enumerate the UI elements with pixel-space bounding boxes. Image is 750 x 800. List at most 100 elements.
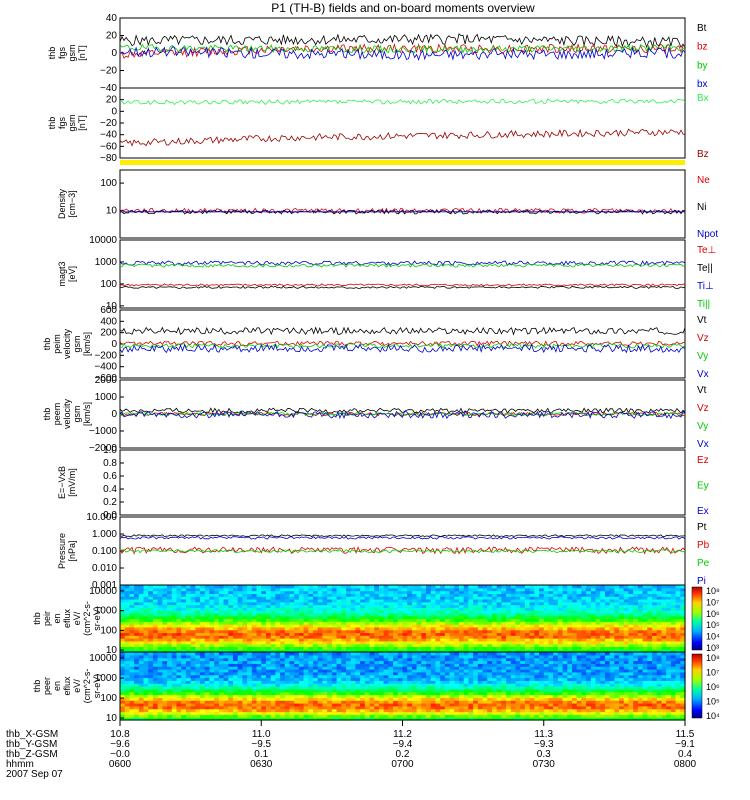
spectrogram-cell: [237, 683, 244, 687]
spectrogram-cell: [181, 657, 187, 662]
spectrogram-cell: [426, 674, 432, 679]
spectrogram-cell: [341, 657, 347, 662]
spectrogram-cell: [430, 601, 437, 606]
spectrogram-cell: [350, 711, 357, 715]
spectrogram-cell: [656, 621, 663, 625]
spectrogram-cell: [647, 593, 653, 597]
spectrogram-cell: [557, 624, 564, 628]
spectrogram-cell: [397, 607, 404, 611]
spectrogram-cell: [242, 587, 248, 592]
spectrogram-cell: [228, 629, 234, 634]
spectrogram-cell: [346, 598, 352, 603]
spectrogram-cell: [402, 649, 408, 653]
spectrogram-cell: [152, 671, 159, 676]
spectrogram-cell: [407, 632, 413, 636]
spectrogram-cell: [360, 708, 366, 713]
spectrogram-cell: [223, 660, 229, 664]
spectrogram-cell: [134, 663, 140, 667]
spectrogram-cell: [270, 688, 276, 693]
spectrogram-cell: [265, 604, 272, 608]
spectrogram-cell: [280, 652, 286, 656]
spectrogram-cell: [247, 705, 253, 710]
spectrogram-cell: [402, 671, 408, 676]
spectrogram-cell: [680, 612, 686, 617]
spectrogram-cell: [190, 669, 196, 673]
spectrogram-cell: [195, 604, 201, 608]
spectrogram-cell: [134, 607, 140, 611]
spectrogram-cell: [143, 587, 149, 592]
spectrogram-cell: [237, 601, 244, 606]
spectrogram-cell: [355, 694, 361, 698]
spectrogram-cell: [308, 626, 314, 631]
spectrogram-cell: [242, 686, 248, 690]
spectrogram-cell: [459, 717, 465, 721]
spectrogram-cell: [228, 649, 234, 653]
spectrogram-cell: [661, 593, 667, 597]
spectrogram-cell: [520, 640, 526, 645]
spectrogram-cell: [416, 598, 422, 603]
spectrogram-cell: [233, 691, 239, 696]
spectrogram-cell: [209, 700, 215, 704]
spectrogram-cell: [477, 666, 484, 670]
spectrogram-cell: [331, 601, 338, 606]
spectrogram-cell: [138, 593, 145, 597]
spectrogram-cell: [228, 697, 234, 701]
spectrogram-cell: [614, 646, 620, 650]
spectrogram-cell: [134, 697, 140, 701]
spectrogram-cell: [317, 688, 324, 693]
spectrogram-cell: [463, 669, 470, 673]
spectrogram-cell: [350, 688, 357, 693]
spectrogram-cell: [218, 649, 225, 653]
spectrogram-cell: [303, 615, 309, 620]
spectrogram-cell: [223, 652, 229, 656]
spectrogram-cell: [680, 643, 686, 648]
spectrogram-cell: [600, 621, 606, 625]
spectrogram-cell: [228, 694, 234, 698]
spectrogram-cell: [209, 677, 215, 681]
spectrogram-cell: [378, 669, 385, 673]
spectrogram-cell: [590, 604, 597, 608]
spectrogram-cell: [303, 714, 309, 718]
spectrogram-cell: [374, 671, 380, 676]
spectrogram-cell: [256, 618, 262, 622]
spectrogram-cell: [477, 669, 484, 673]
spectrogram-cell: [289, 621, 295, 625]
spectrogram-cell: [515, 615, 521, 620]
spectrogram-cell: [228, 632, 234, 636]
spectrogram-cell: [270, 618, 276, 622]
spectrogram-cell: [204, 604, 211, 608]
spectrogram-cell: [543, 638, 550, 642]
spectrogram-cell: [426, 666, 432, 670]
spectrogram-cell: [388, 700, 394, 704]
spectrogram-cell: [346, 657, 352, 662]
spectrogram-cell: [341, 688, 347, 693]
spectrogram-cell: [322, 618, 328, 622]
spectrogram-cell: [275, 705, 281, 710]
spectrogram-cell: [491, 587, 498, 592]
spectrogram-cell: [562, 629, 568, 634]
spectrogram-cell: [157, 607, 163, 611]
spectrogram-cell: [242, 652, 248, 656]
spectrogram-cell: [350, 657, 357, 662]
ytick-label: 10: [106, 645, 118, 656]
spectrogram-cell: [124, 585, 131, 589]
spectrogram-cell: [397, 596, 404, 600]
spectrogram-cell: [553, 590, 559, 594]
spectrogram-cell: [473, 646, 479, 650]
spectrogram-cell: [134, 708, 140, 713]
spectrogram-cell: [360, 601, 366, 606]
spectrogram-cell: [421, 683, 427, 687]
spectrogram-cell: [167, 638, 173, 642]
spectrogram-cell: [393, 663, 399, 667]
spectrogram-cell: [661, 621, 667, 625]
spectrogram-cell: [138, 686, 145, 690]
spectrogram-cell: [143, 624, 149, 628]
spectrogram-cell: [242, 711, 248, 715]
spectrogram-cell: [595, 587, 601, 592]
spectrogram-cell: [134, 621, 140, 625]
ytick-label: 0.8: [103, 458, 117, 469]
spectrogram-cell: [393, 649, 399, 653]
spectrogram-cell: [322, 657, 328, 662]
spectrogram-cell: [223, 666, 229, 670]
spectrogram-cell: [369, 615, 375, 620]
